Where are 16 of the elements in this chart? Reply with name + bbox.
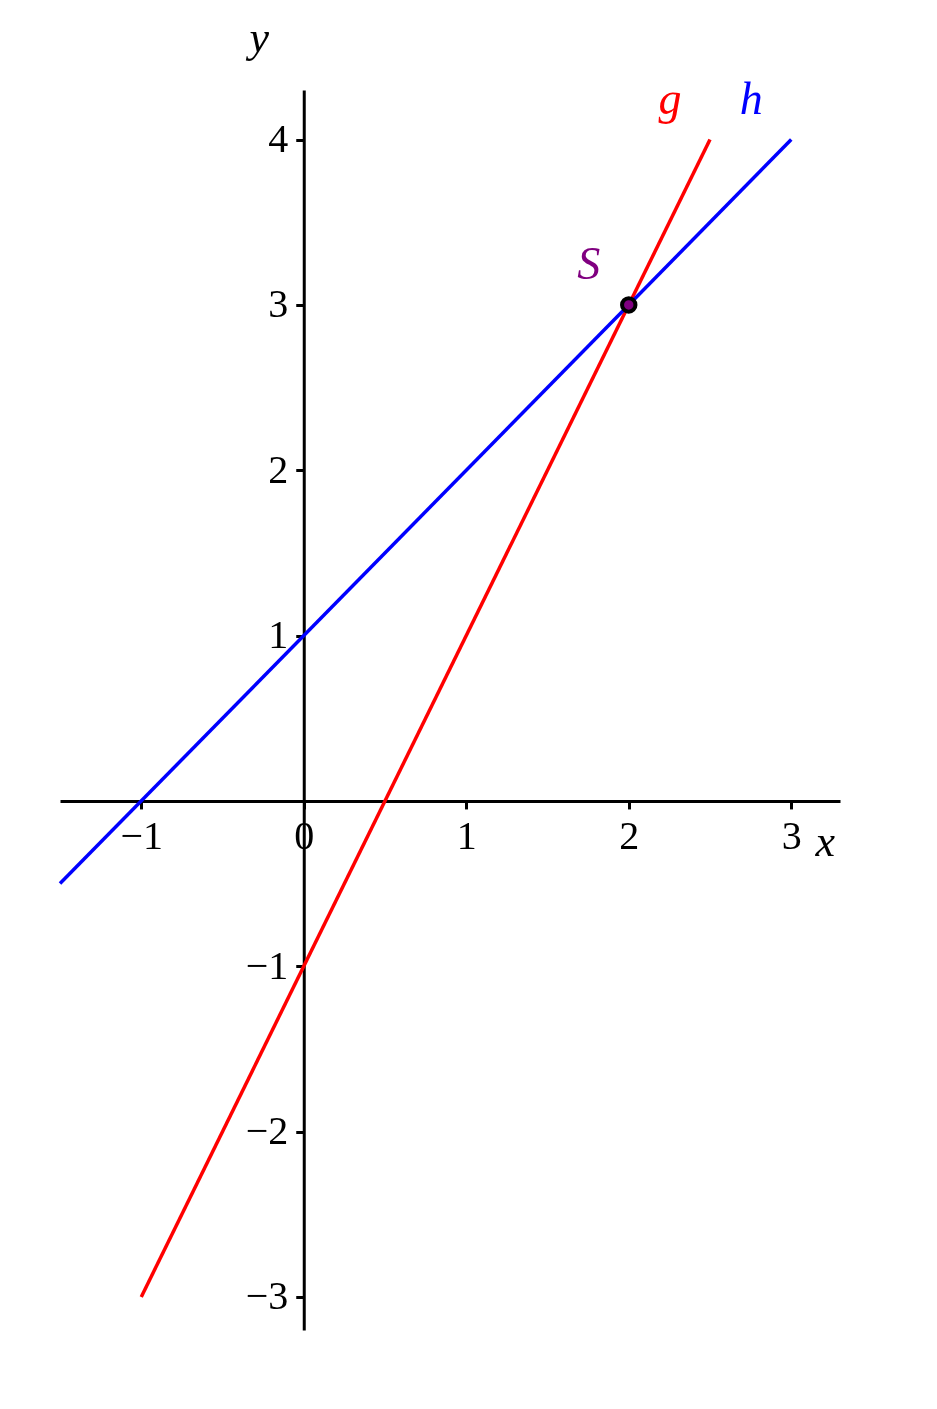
y-tick-label: 3 xyxy=(268,281,289,327)
x-tick-label: 3 xyxy=(781,813,802,859)
x-tick-label: 2 xyxy=(619,813,640,859)
x-axis-title: x xyxy=(814,817,836,867)
series-label: g xyxy=(658,72,682,124)
y-tick-label: −3 xyxy=(245,1273,289,1319)
y-tick-label: 1 xyxy=(268,612,289,658)
series-label: h xyxy=(739,72,763,124)
x-tick-label: −1 xyxy=(120,813,164,859)
y-tick-label: 4 xyxy=(268,116,289,162)
y-tick-label: −2 xyxy=(245,1108,289,1154)
y-tick-label: −1 xyxy=(245,942,289,988)
y-axis-title: y xyxy=(245,12,270,62)
y-tick-label: 2 xyxy=(268,446,289,492)
x-tick-label: 1 xyxy=(456,813,477,859)
series-label: S xyxy=(577,237,601,289)
